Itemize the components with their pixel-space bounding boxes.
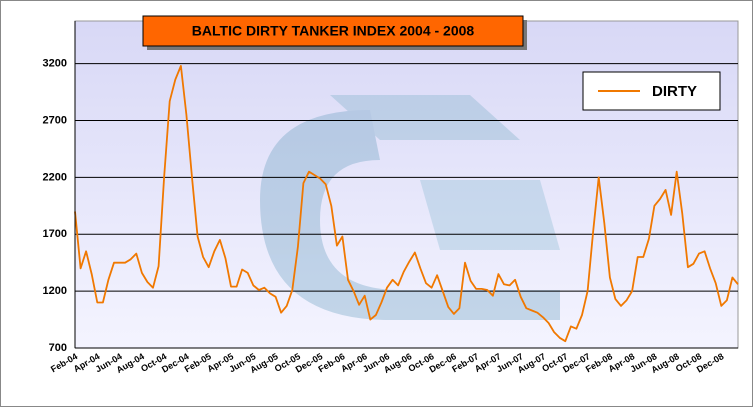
title-box (142, 15, 524, 47)
y-tick-label: 2200 (43, 171, 67, 183)
y-tick-label: 1200 (43, 285, 67, 297)
data-line (74, 65, 739, 343)
watermark-logo (260, 95, 560, 320)
y-tick-label: 3200 (43, 58, 67, 70)
y-tick-label: 2700 (43, 114, 67, 126)
chart-title: BALTIC DIRTY TANKER INDEX 2004 - 2008 (192, 23, 475, 39)
legend-label: DIRTY (652, 83, 697, 100)
y-tick-label: 700 (49, 342, 67, 354)
y-tick-label: 1700 (43, 228, 67, 240)
